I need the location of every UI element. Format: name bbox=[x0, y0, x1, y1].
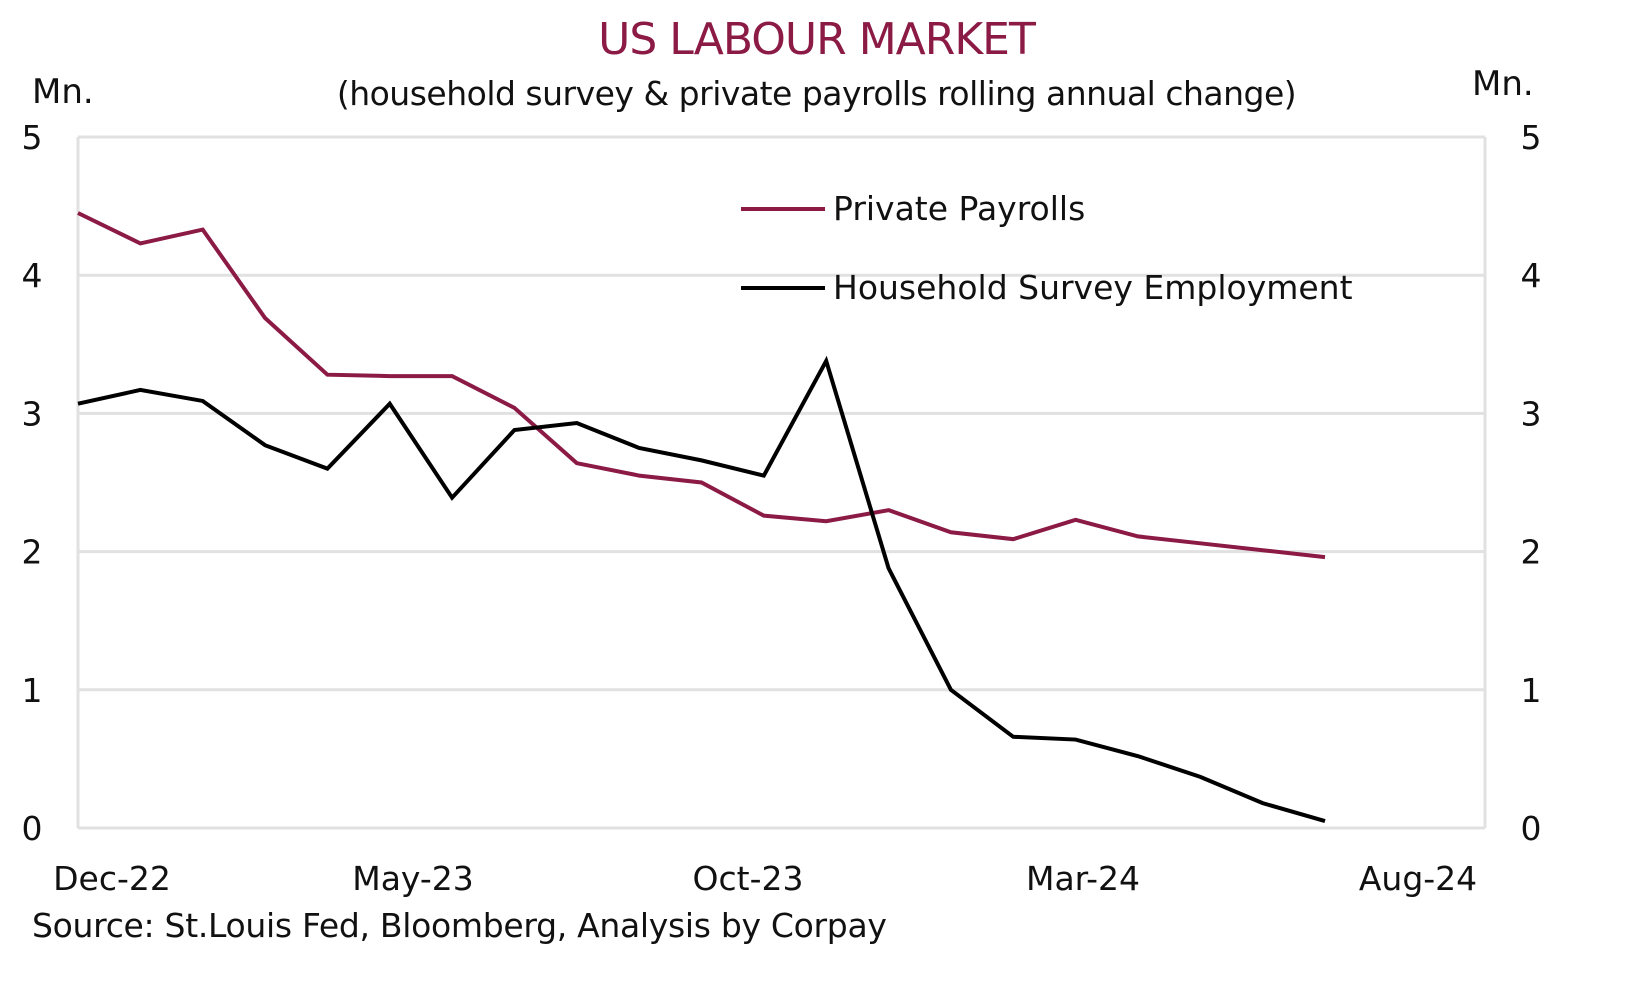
source-note: Source: St.Louis Fed, Bloomberg, Analysi… bbox=[32, 906, 887, 945]
series-line-private-payrolls bbox=[77, 211, 1326, 560]
chart-subtitle: (household survey & private payrolls rol… bbox=[336, 74, 1297, 113]
y-tick-label-right: 1 bbox=[1521, 671, 1542, 710]
y-tick-label-left: 2 bbox=[22, 533, 43, 572]
x-tick-label: Aug-24 bbox=[1359, 859, 1477, 898]
x-tick-label: May-23 bbox=[352, 859, 474, 898]
x-axis-ticks: Dec-22 May-23 Oct-23 Mar-24 Aug-24 bbox=[53, 859, 1477, 898]
series-lines bbox=[77, 211, 1326, 824]
y-tick-label-right: 2 bbox=[1521, 533, 1542, 572]
legend-label: Private Payrolls bbox=[833, 189, 1085, 228]
x-tick-label: Oct-23 bbox=[693, 859, 804, 898]
x-tick-label: Dec-22 bbox=[53, 859, 171, 898]
gridlines bbox=[76, 135, 1487, 830]
y-tick-label-right: 4 bbox=[1521, 256, 1542, 295]
y-tick-label-right: 0 bbox=[1521, 809, 1542, 848]
y-tick-label-right: 5 bbox=[1521, 118, 1542, 157]
y-tick-label-left: 4 bbox=[22, 256, 43, 295]
left-axis-unit-label: Mn. bbox=[32, 72, 94, 112]
y-tick-label-left: 3 bbox=[22, 394, 43, 433]
right-axis-unit-label: Mn. bbox=[1472, 64, 1534, 104]
y-tick-label-right: 3 bbox=[1521, 394, 1542, 433]
chart-title: US LABOUR MARKET bbox=[598, 14, 1036, 65]
x-tick-label: Mar-24 bbox=[1026, 859, 1140, 898]
y-tick-label-left: 0 bbox=[22, 809, 43, 848]
legend-label: Household Survey Employment bbox=[833, 268, 1353, 307]
series-line-household-survey-employment bbox=[77, 355, 1326, 824]
y-axis-left-ticks: 0 1 2 3 4 5 bbox=[22, 118, 43, 848]
y-tick-label-left: 1 bbox=[22, 671, 43, 710]
legend: Private Payrolls Household Survey Employm… bbox=[741, 189, 1353, 307]
y-axis-right-ticks: 0 1 2 3 4 5 bbox=[1521, 118, 1542, 848]
y-tick-label-left: 5 bbox=[22, 118, 43, 157]
